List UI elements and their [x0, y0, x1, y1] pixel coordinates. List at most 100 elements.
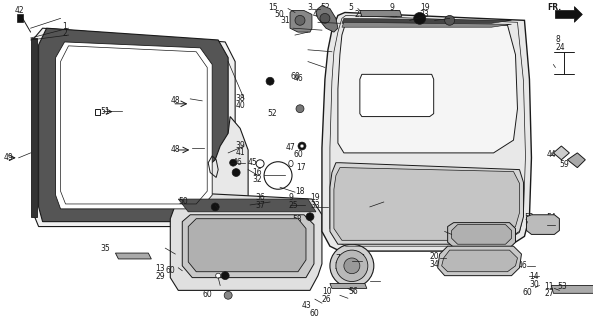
Text: 47: 47: [220, 264, 230, 273]
Polygon shape: [316, 6, 338, 32]
Text: 8: 8: [555, 35, 560, 44]
Text: 18: 18: [295, 187, 305, 196]
Text: 60: 60: [523, 288, 532, 297]
Polygon shape: [360, 74, 434, 116]
Text: 52: 52: [320, 3, 330, 12]
Text: 9: 9: [288, 193, 293, 202]
Polygon shape: [56, 42, 212, 209]
Text: 59: 59: [560, 160, 569, 169]
Text: 33: 33: [420, 10, 429, 19]
Text: 57: 57: [355, 254, 365, 263]
Polygon shape: [342, 18, 511, 23]
Polygon shape: [360, 11, 402, 16]
Text: 2: 2: [62, 29, 67, 38]
Text: 30: 30: [529, 280, 539, 289]
Polygon shape: [182, 215, 314, 278]
Polygon shape: [178, 199, 316, 212]
Text: 11: 11: [545, 282, 554, 291]
Text: 16: 16: [252, 168, 262, 177]
Ellipse shape: [256, 160, 264, 168]
Text: 15: 15: [268, 3, 277, 12]
Text: 52: 52: [525, 213, 534, 222]
Text: 25: 25: [288, 201, 298, 210]
Text: 41: 41: [235, 148, 245, 157]
Text: 60: 60: [310, 309, 320, 318]
Polygon shape: [170, 192, 322, 290]
Text: 13: 13: [156, 264, 165, 273]
Text: 50: 50: [274, 10, 284, 19]
Polygon shape: [554, 146, 570, 160]
Text: 35: 35: [100, 244, 110, 253]
Polygon shape: [526, 215, 560, 235]
Text: 53: 53: [557, 282, 567, 291]
Ellipse shape: [414, 12, 426, 24]
Text: 3: 3: [307, 3, 312, 12]
Polygon shape: [322, 12, 532, 251]
Ellipse shape: [295, 15, 305, 25]
Text: 60: 60: [165, 266, 175, 275]
Text: 32: 32: [252, 175, 262, 185]
Text: 43: 43: [302, 301, 312, 310]
Polygon shape: [338, 22, 517, 153]
Text: 49: 49: [4, 153, 14, 162]
Ellipse shape: [232, 169, 240, 176]
Polygon shape: [551, 285, 594, 293]
Text: 42: 42: [15, 6, 24, 15]
Polygon shape: [438, 246, 522, 276]
Text: 7: 7: [335, 254, 340, 263]
Text: FR.: FR.: [548, 3, 561, 12]
Polygon shape: [290, 11, 312, 32]
Polygon shape: [342, 22, 511, 27]
Text: 36: 36: [255, 193, 265, 202]
Text: 28: 28: [435, 232, 444, 241]
Text: 47: 47: [286, 143, 296, 152]
Polygon shape: [33, 28, 235, 227]
Text: 60: 60: [202, 290, 212, 300]
Polygon shape: [567, 153, 585, 168]
Ellipse shape: [298, 142, 306, 150]
Ellipse shape: [230, 159, 236, 166]
Text: 46: 46: [232, 158, 242, 167]
Polygon shape: [185, 116, 248, 246]
Text: 27: 27: [545, 289, 554, 298]
Text: 29: 29: [156, 272, 165, 281]
Polygon shape: [448, 223, 516, 248]
Text: 23: 23: [335, 262, 345, 271]
Text: 39: 39: [235, 141, 245, 150]
Text: 56: 56: [348, 287, 358, 296]
Text: 50: 50: [178, 197, 188, 206]
Text: 4: 4: [313, 10, 318, 19]
Polygon shape: [442, 250, 517, 272]
Text: O: O: [288, 160, 294, 169]
Polygon shape: [17, 14, 23, 22]
Text: 45: 45: [248, 158, 258, 167]
Ellipse shape: [216, 273, 221, 278]
Text: 54: 54: [546, 213, 556, 222]
Text: 60: 60: [293, 150, 303, 159]
Text: 26: 26: [322, 295, 331, 304]
Ellipse shape: [300, 144, 304, 148]
Ellipse shape: [306, 213, 314, 221]
Text: 34: 34: [429, 260, 440, 269]
Ellipse shape: [320, 13, 330, 23]
Polygon shape: [451, 225, 511, 244]
Text: 58: 58: [292, 215, 302, 224]
Text: 31: 31: [280, 16, 290, 25]
Text: 48: 48: [170, 145, 180, 154]
Text: 60: 60: [290, 72, 300, 81]
Text: 46: 46: [294, 74, 304, 83]
Text: 40: 40: [235, 101, 245, 110]
Ellipse shape: [330, 244, 374, 287]
Text: 44: 44: [546, 150, 556, 159]
Polygon shape: [334, 168, 520, 240]
Text: 10: 10: [322, 287, 331, 296]
Ellipse shape: [224, 291, 232, 299]
Text: 6: 6: [362, 193, 366, 202]
Ellipse shape: [344, 258, 360, 274]
Polygon shape: [31, 38, 37, 217]
Text: 19: 19: [310, 193, 320, 202]
Ellipse shape: [445, 15, 454, 25]
Polygon shape: [188, 219, 306, 272]
Ellipse shape: [221, 272, 229, 280]
Text: 37: 37: [255, 201, 265, 210]
